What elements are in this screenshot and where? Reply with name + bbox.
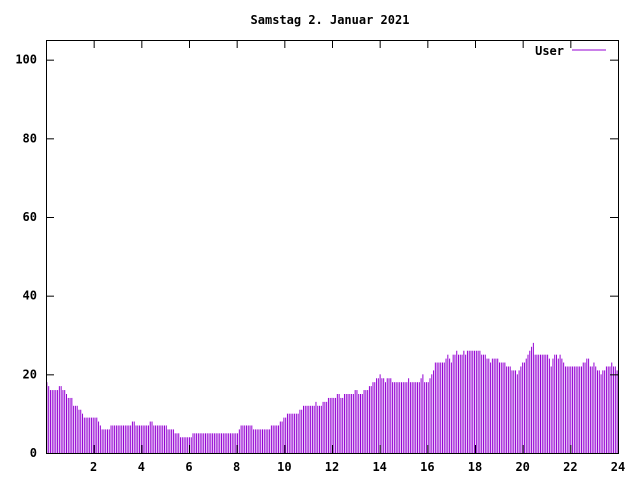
y-tick-label: 0 xyxy=(30,446,37,460)
x-tick-label: 4 xyxy=(138,460,145,474)
x-tick-label: 6 xyxy=(185,460,192,474)
legend-label-user: User xyxy=(535,44,564,58)
bar-series xyxy=(46,342,618,453)
x-tick-label: 10 xyxy=(277,460,291,474)
y-tick-label: 60 xyxy=(23,210,37,224)
x-tick-label: 2 xyxy=(90,460,97,474)
axes xyxy=(46,40,619,454)
plot-frame xyxy=(46,40,619,454)
x-tick-label: 16 xyxy=(420,460,434,474)
x-tick-label: 14 xyxy=(372,460,386,474)
x-tick-label: 24 xyxy=(611,460,625,474)
x-tick-label: 8 xyxy=(233,460,240,474)
y-tick-label: 20 xyxy=(23,367,37,381)
chart-title: Samstag 2. Januar 2021 xyxy=(251,13,410,27)
x-tick-label: 20 xyxy=(515,460,529,474)
y-tick-label: 40 xyxy=(23,289,37,303)
x-tick-label: 22 xyxy=(563,460,577,474)
x-tick-label: 18 xyxy=(468,460,482,474)
y-tick-label: 100 xyxy=(15,53,37,67)
x-tick-label: 12 xyxy=(325,460,339,474)
legend: User xyxy=(535,44,606,58)
y-tick-label: 80 xyxy=(23,131,37,145)
